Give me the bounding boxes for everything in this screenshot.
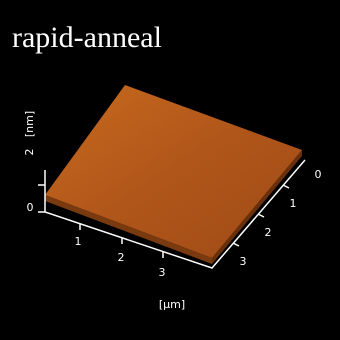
y-tick-label: 0 [315,168,322,181]
x-tick-label: 3 [159,266,166,279]
z-tick-label: 0 [27,201,34,214]
figure: rapid-anneal 0 2 [nm] 1 2 3 0 1 2 3 [μm] [0,0,340,340]
z-tick-label: 2 [23,149,36,156]
title: rapid-anneal [12,21,162,54]
y-tick-label: 2 [265,226,272,239]
z-axis-label: [nm] [23,111,36,137]
y-tick-label: 1 [290,197,297,210]
x-tick-label: 1 [75,235,82,248]
y-tick-label: 3 [240,255,247,268]
unit-label: [μm] [159,298,185,311]
x-tick-label: 2 [118,251,125,264]
